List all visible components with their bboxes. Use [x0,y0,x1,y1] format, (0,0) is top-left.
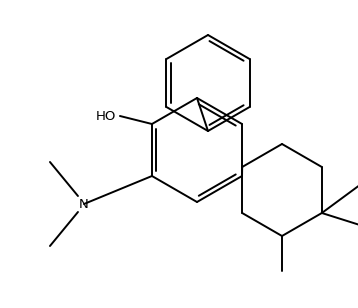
Text: N: N [79,197,89,210]
Text: HO: HO [96,110,116,123]
